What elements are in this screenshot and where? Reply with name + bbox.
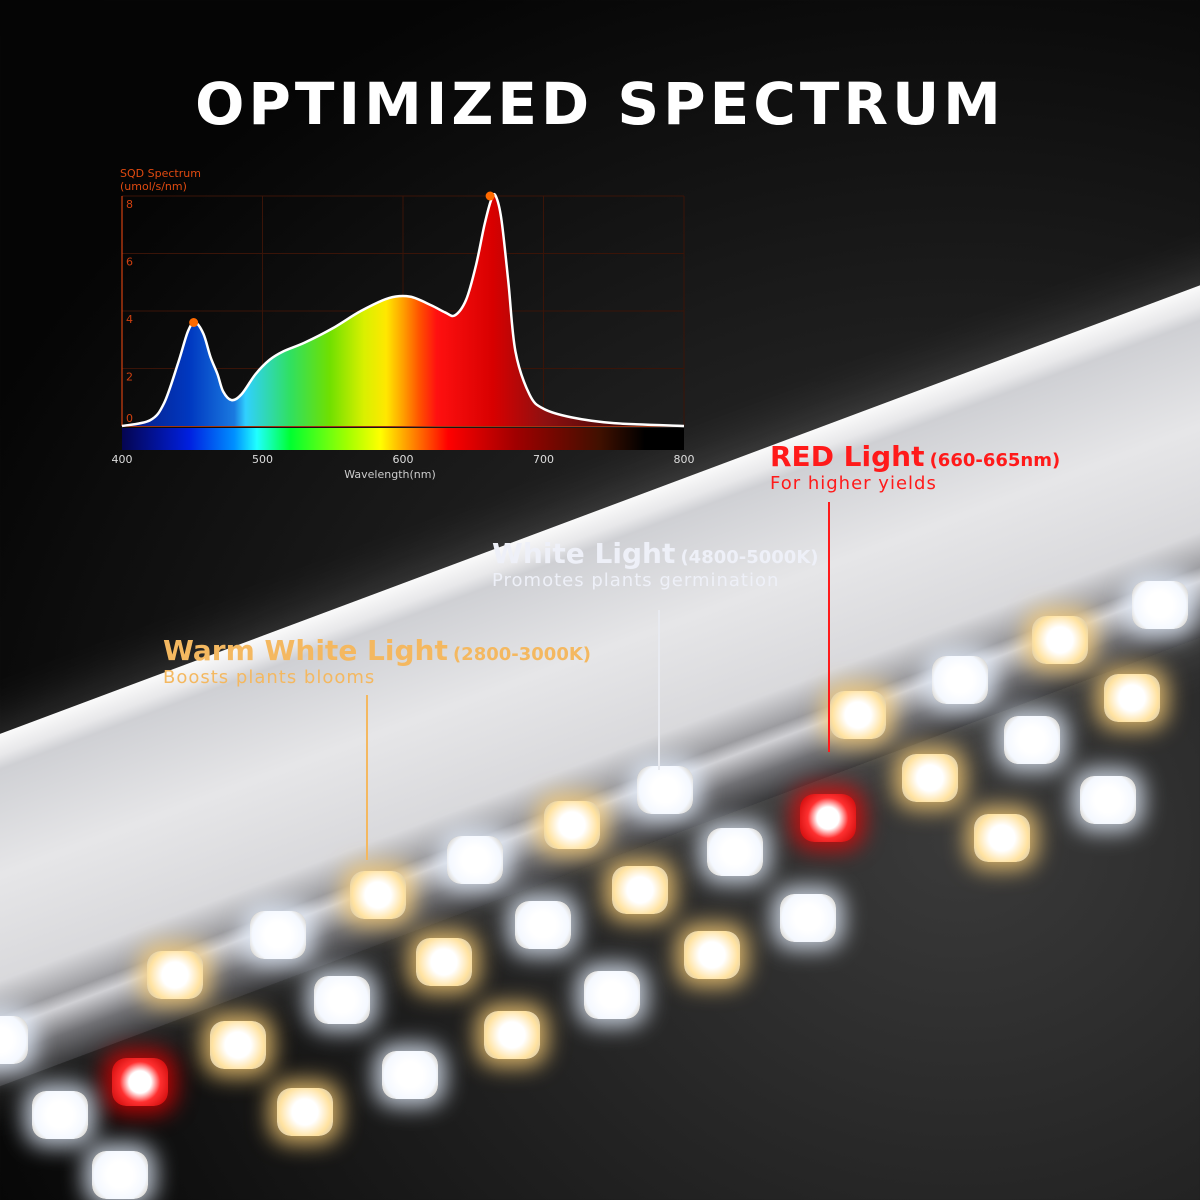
white-light-subtitle: Promotes plants germination xyxy=(492,570,780,591)
white-led xyxy=(584,971,640,1019)
white-light-callout: White Light (4800-5000K) Promotes plants… xyxy=(492,537,819,591)
x-tick-label: 600 xyxy=(393,453,414,466)
red-light-pointer xyxy=(828,502,830,752)
warm-white-led xyxy=(1032,616,1088,664)
y-tick-label: 4 xyxy=(126,313,133,326)
white-light-title: White Light xyxy=(492,537,676,570)
warm-white-led xyxy=(277,1088,333,1136)
y-axis-label: (umol/s/nm) xyxy=(120,180,187,193)
spectrum-line xyxy=(121,192,685,428)
red-light-callout: RED Light (660-665nm) For higher yields xyxy=(770,440,1060,494)
x-tick-label: 800 xyxy=(674,453,695,466)
warm-white-led xyxy=(350,871,406,919)
peak-marker xyxy=(485,191,495,201)
warm-white-light-range: (2800-3000K) xyxy=(452,644,592,665)
white-led xyxy=(932,656,988,704)
spectrum-chart: SQD Spectrum (umol/s/nm) 400 500 600 700 800… xyxy=(112,167,695,481)
warm-white-led xyxy=(544,801,600,849)
warm-white-led xyxy=(147,951,203,999)
warm-white-led xyxy=(902,754,958,802)
warm-white-led xyxy=(684,931,740,979)
white-led xyxy=(447,836,503,884)
white-led xyxy=(314,976,370,1024)
y-tick-label: 2 xyxy=(126,371,133,384)
white-led xyxy=(32,1091,88,1139)
red-light-range: (660-665nm) xyxy=(929,450,1061,471)
warm-white-light-subtitle: Boosts plants blooms xyxy=(163,667,376,688)
x-tick-label: 500 xyxy=(252,453,273,466)
white-led xyxy=(515,901,571,949)
white-led xyxy=(250,911,306,959)
y-tick-label: 0 xyxy=(126,412,133,425)
white-led xyxy=(92,1151,148,1199)
red-led xyxy=(800,794,856,842)
warm-white-light-pointer xyxy=(366,695,368,860)
white-led xyxy=(780,894,836,942)
warm-white-light-callout: Warm White Light (2800-3000K) Boosts pla… xyxy=(163,634,591,688)
white-led xyxy=(1080,776,1136,824)
x-tick-label: 400 xyxy=(112,453,133,466)
warm-white-led xyxy=(612,866,668,914)
white-led xyxy=(707,828,763,876)
white-led xyxy=(1004,716,1060,764)
warm-white-led xyxy=(210,1021,266,1069)
y-tick-label: 6 xyxy=(126,256,133,269)
warm-white-led xyxy=(416,938,472,986)
white-led xyxy=(1132,581,1188,629)
peak-marker xyxy=(189,318,199,327)
chart-title: SQD Spectrum xyxy=(120,167,201,180)
white-led xyxy=(637,766,693,814)
warm-white-led xyxy=(830,691,886,739)
wavelength-color-band xyxy=(122,428,684,450)
y-tick-label: 8 xyxy=(126,198,133,211)
white-led xyxy=(0,1016,28,1064)
white-led xyxy=(382,1051,438,1099)
warm-white-led xyxy=(974,814,1030,862)
page-title: OPTIMIZED SPECTRUM xyxy=(195,70,1005,138)
x-axis-label: Wavelength(nm) xyxy=(344,468,436,481)
warm-white-light-title: Warm White Light xyxy=(163,634,448,667)
white-light-pointer xyxy=(658,610,660,770)
red-light-subtitle: For higher yields xyxy=(770,473,937,494)
red-led xyxy=(112,1058,168,1106)
warm-white-led xyxy=(1104,674,1160,722)
white-light-range: (4800-5000K) xyxy=(680,547,819,568)
red-light-title: RED Light xyxy=(770,440,925,473)
warm-white-led xyxy=(484,1011,540,1059)
x-tick-label: 700 xyxy=(533,453,554,466)
